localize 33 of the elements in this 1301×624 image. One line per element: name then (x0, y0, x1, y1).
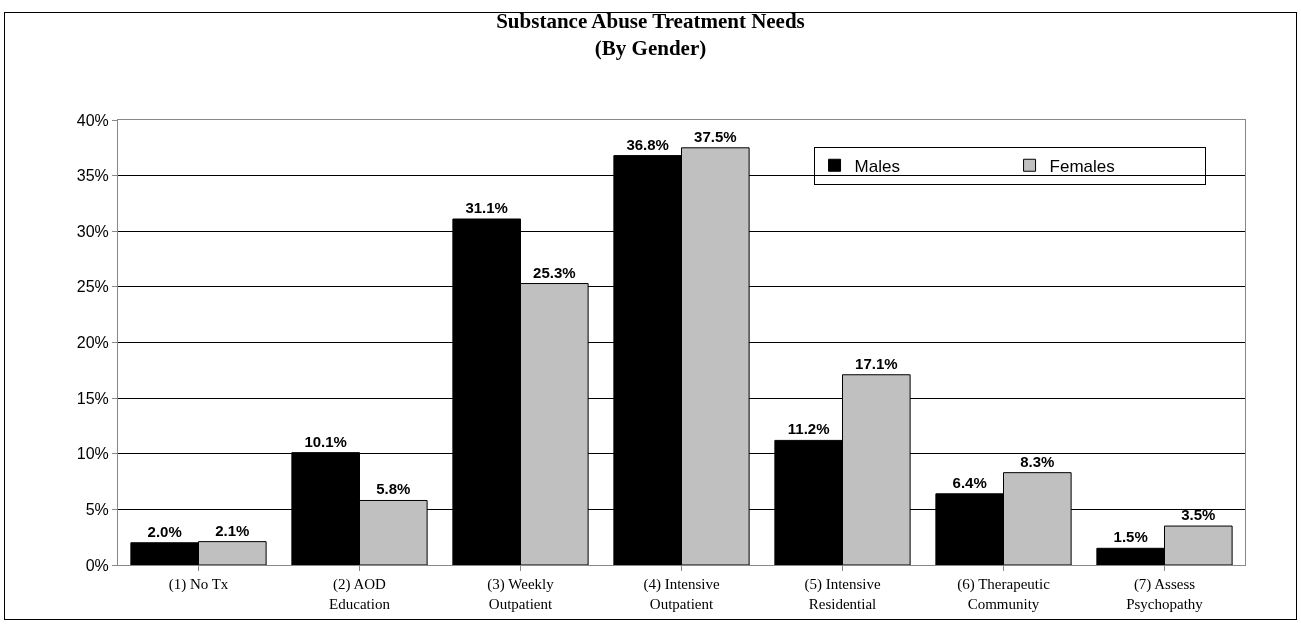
x-tick-label: (6) Therapeutic Community (957, 576, 1051, 612)
data-label: 31.1% (465, 199, 508, 217)
data-label: 5.8% (376, 480, 411, 498)
y-tick-label: 40% (76, 111, 109, 129)
data-label: 1.5% (1113, 528, 1148, 546)
data-label: 2.0% (147, 522, 182, 540)
data-label: 11.2% (787, 420, 830, 438)
x-tick-label: (3) Weekly Outpatient (487, 576, 555, 612)
legend-label: Males (854, 156, 900, 176)
y-tick-label: 25% (76, 278, 109, 296)
legend-label: Females (1049, 156, 1115, 176)
data-label: 17.1% (855, 354, 898, 372)
x-tick-label: (7) Assess Psychopathy (1126, 576, 1204, 612)
data-label: 6.4% (952, 473, 987, 491)
y-tick-label: 0% (85, 556, 109, 574)
y-tick-label: 15% (76, 389, 109, 407)
data-label: 2.1% (215, 521, 250, 539)
y-tick-label: 35% (76, 167, 109, 185)
y-tick-label: 10% (76, 445, 109, 463)
y-tick-label: 30% (76, 222, 109, 240)
data-label: 10.1% (304, 432, 347, 450)
y-tick-label: 5% (85, 500, 109, 518)
y-tick-label: 20% (76, 334, 109, 352)
data-label: 36.8% (626, 135, 669, 153)
x-tick-label: (1) No Tx (168, 576, 229, 593)
x-tick-label: (4) Intensive Outpatient (643, 576, 720, 612)
data-label: 37.5% (694, 127, 737, 145)
data-label: 8.3% (1020, 452, 1055, 470)
data-label: 25.3% (533, 263, 576, 281)
x-tick-label: (5) Intensive Residential (804, 576, 881, 612)
chart-title: Substance Abuse Treatment Needs (By Gender) (496, 9, 805, 61)
data-label: 3.5% (1181, 506, 1216, 524)
x-tick-label: (2) AOD Education (329, 576, 391, 612)
